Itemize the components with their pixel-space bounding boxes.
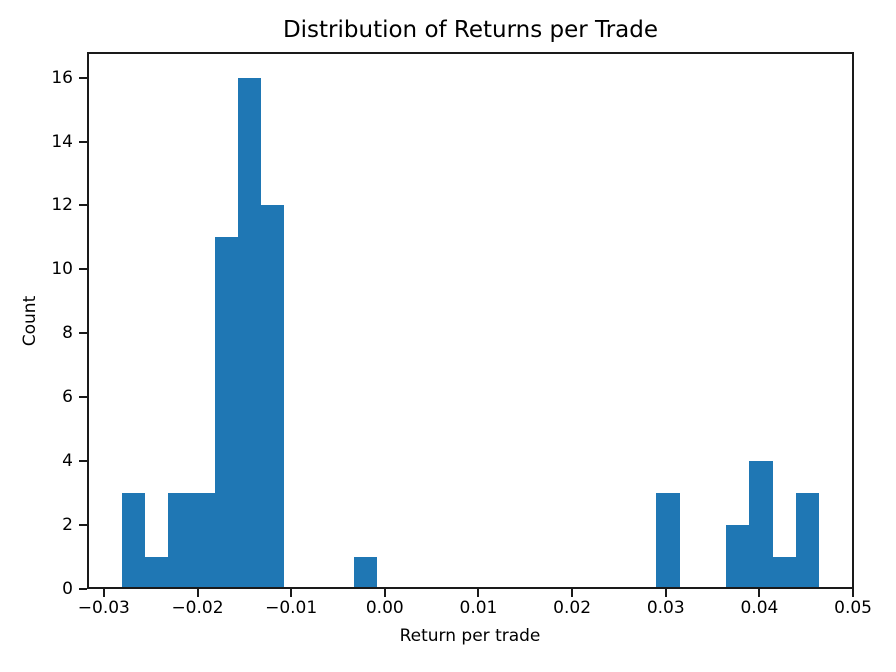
x-tick-label: −0.03: [77, 598, 130, 618]
x-tick-label: −0.02: [171, 598, 224, 618]
y-tick-label: 2: [62, 515, 73, 536]
x-tick-label: 0.03: [646, 598, 685, 618]
x-tick-label: 0.05: [834, 598, 872, 618]
y-tick-label: 16: [51, 67, 73, 88]
y-tick-mark: [79, 268, 87, 271]
x-tick-mark: [196, 589, 199, 597]
plot-area: [87, 52, 854, 589]
x-tick-mark: [664, 589, 667, 597]
x-tick-label: 0.04: [740, 598, 779, 618]
y-tick-label: 4: [62, 451, 73, 472]
histogram-bar: [214, 237, 238, 589]
x-tick-label: 0.02: [553, 598, 592, 618]
y-tick-mark: [79, 396, 87, 399]
y-tick-mark: [79, 524, 87, 527]
x-tick-mark: [758, 589, 761, 597]
y-tick-mark: [79, 460, 87, 463]
y-tick-mark: [79, 332, 87, 335]
histogram-bar: [656, 493, 680, 589]
x-tick-mark: [290, 589, 293, 597]
histogram-bar: [726, 525, 750, 589]
histogram-bar: [237, 77, 262, 589]
histogram-bar: [749, 461, 773, 589]
y-tick-mark: [79, 588, 87, 590]
y-tick-mark: [79, 140, 87, 143]
x-axis-label: Return per trade: [399, 626, 541, 646]
x-tick-mark: [102, 589, 105, 597]
x-tick-mark: [477, 589, 480, 597]
histogram-bar: [144, 557, 169, 589]
y-tick-label: 10: [51, 259, 73, 280]
y-tick-label: 14: [51, 131, 73, 152]
chart-title: Distribution of Returns per Trade: [282, 17, 659, 43]
histogram-bar: [261, 205, 285, 589]
x-tick-label: −0.01: [265, 598, 318, 618]
y-tick-mark: [79, 204, 87, 207]
histogram-bar: [354, 557, 378, 589]
y-axis-label: Count: [20, 295, 40, 347]
x-tick-label: 0.00: [365, 598, 404, 618]
histogram-bar: [795, 493, 820, 589]
histogram-bar: [191, 493, 215, 589]
y-tick-label: 0: [62, 579, 73, 599]
histogram-bar: [168, 493, 192, 589]
y-tick-label: 8: [62, 323, 73, 344]
x-tick-mark: [571, 589, 574, 597]
histogram-bar: [772, 557, 796, 589]
histogram-bar: [121, 493, 145, 589]
y-tick-mark: [79, 76, 87, 79]
x-tick-label: 0.01: [459, 598, 498, 618]
y-tick-label: 12: [51, 195, 73, 216]
x-tick-mark: [852, 589, 855, 597]
y-tick-label: 6: [62, 387, 73, 408]
x-tick-mark: [383, 589, 386, 597]
